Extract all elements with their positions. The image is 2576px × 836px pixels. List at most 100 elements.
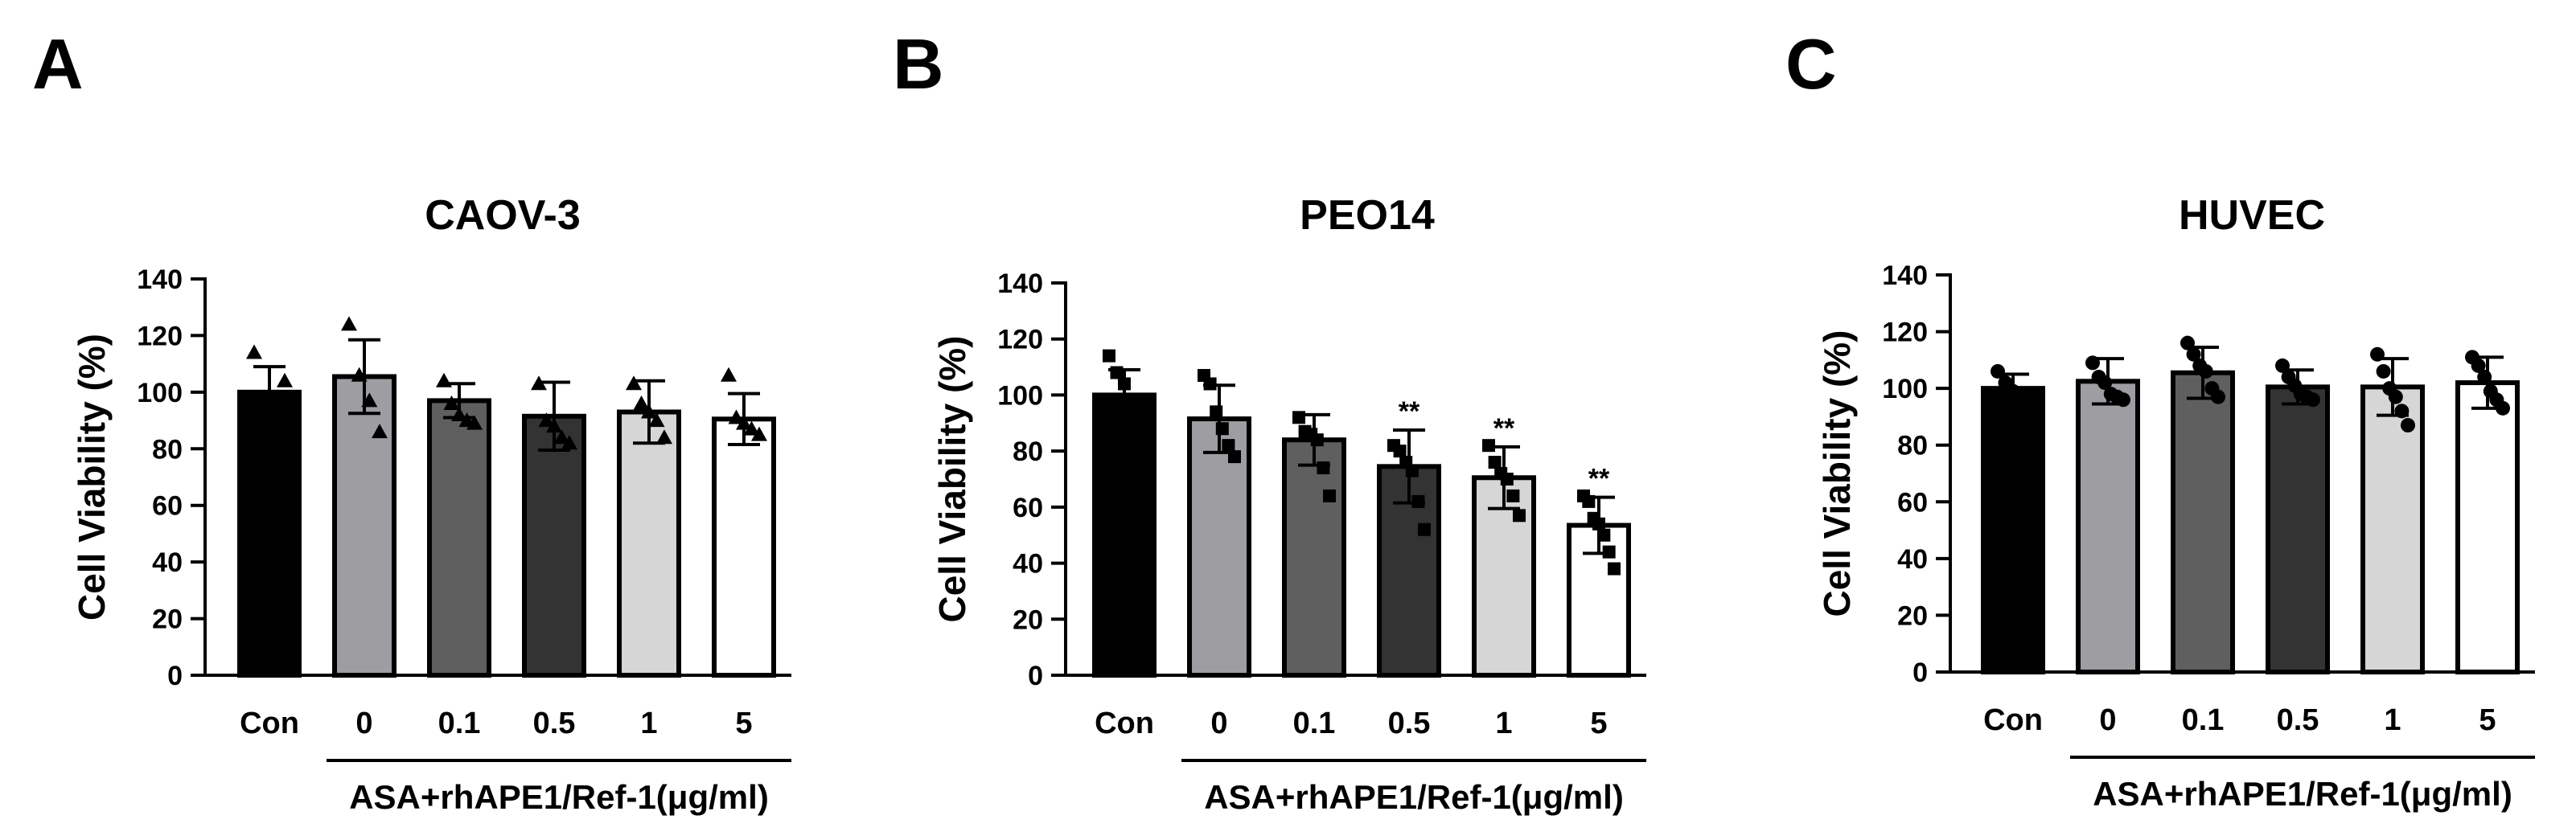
x-tick-label: 0.5	[2277, 703, 2319, 737]
y-axis-label: Cell Viability (%)	[1816, 330, 1858, 617]
y-tick-label: 60	[1897, 487, 1928, 518]
x-tick-label: 0	[1210, 707, 1227, 740]
y-tick-label: 100	[137, 378, 183, 408]
data-point	[721, 367, 737, 382]
data-point	[466, 415, 483, 430]
y-tick-label: 20	[1013, 604, 1043, 635]
data-point	[1210, 405, 1223, 419]
y-tick-label: 0	[167, 661, 183, 691]
data-point	[2116, 392, 2130, 408]
y-tick-label: 80	[1897, 431, 1928, 461]
x-tick-label: 5	[1590, 707, 1607, 740]
y-tick-label: 140	[1882, 260, 1928, 291]
data-point	[1411, 494, 1425, 508]
significance-marker: **	[1493, 413, 1515, 444]
panel-a: A CAOV-3 0 20 40 60 80 100 120 140 Cell Viability …	[32, 24, 791, 816]
data-point	[361, 392, 378, 408]
data-point	[2085, 355, 2100, 371]
data-point	[641, 404, 657, 419]
bar-0.1	[2171, 370, 2235, 674]
y-tick-label: 80	[1013, 436, 1043, 467]
data-point	[1482, 439, 1495, 453]
bar-1	[617, 409, 681, 678]
y-tick-label: 20	[152, 604, 183, 635]
data-point	[553, 429, 570, 445]
data-point	[2477, 370, 2492, 385]
data-point	[656, 429, 672, 445]
x-axis-label: ASA+rhAPE1/Ref-1(μg/ml)	[2093, 775, 2512, 813]
data-point	[2180, 335, 2195, 350]
panel-c: C HUVEC 0 20 40 60 80 100 120 140 Cell Viability (…	[1785, 24, 2535, 813]
x-tick-label: 1	[640, 707, 657, 740]
data-point	[2021, 392, 2036, 408]
significance-marker: **	[1399, 396, 1420, 427]
data-point	[561, 435, 577, 450]
panel-letter: B	[893, 24, 944, 104]
bar-5	[712, 416, 776, 678]
bar-0	[332, 374, 396, 678]
data-point	[1317, 461, 1330, 475]
data-point	[1118, 377, 1131, 391]
y-tick-label: 20	[1897, 600, 1928, 631]
y-tick-label: 40	[1897, 544, 1928, 575]
data-point	[1602, 545, 1616, 559]
data-point	[1592, 517, 1605, 531]
bar-0.1	[427, 398, 491, 678]
y-tick-label: 40	[1013, 549, 1043, 580]
data-point	[1228, 450, 1241, 464]
data-point	[341, 316, 357, 331]
y-axis-label: Cell Viability (%)	[931, 335, 973, 622]
x-tick-label: 0.1	[438, 707, 481, 740]
chart-title: CAOV-3	[425, 192, 581, 239]
y-tick-label: 120	[997, 325, 1043, 355]
data-point	[1405, 464, 1419, 477]
data-point	[736, 415, 752, 430]
y-tick-label: 0	[1912, 658, 1928, 688]
data-point	[436, 372, 452, 387]
y-tick-label: 120	[137, 321, 183, 351]
data-point	[546, 418, 562, 433]
data-point	[451, 407, 467, 422]
x-tick-label: Con	[1983, 703, 2043, 737]
data-point	[2306, 392, 2320, 408]
data-point	[1506, 489, 1520, 502]
data-point	[2186, 346, 2201, 362]
data-point	[2394, 404, 2410, 419]
data-point	[648, 412, 665, 428]
chart-title: PEO14	[1300, 192, 1435, 239]
x-tick-label: 1	[2384, 703, 2401, 737]
data-point	[633, 395, 650, 410]
bar-Con	[1092, 392, 1157, 678]
data-point	[751, 426, 767, 441]
x-tick-label: 0.1	[1293, 707, 1336, 740]
y-tick-label: 80	[152, 434, 183, 465]
bar-0.5	[522, 413, 586, 678]
x-tick-label: 0.1	[2182, 703, 2225, 737]
data-point	[1393, 445, 1407, 458]
data-point	[2211, 389, 2225, 404]
y-tick-label: 140	[137, 264, 183, 295]
chart-title: HUVEC	[2179, 192, 2325, 239]
panel-b: B PEO14 0 20 40 60 80 100 120 140 Cell Viability (…	[893, 24, 1646, 816]
data-point	[626, 375, 642, 391]
y-tick-label: 100	[997, 380, 1043, 411]
data-point	[1513, 509, 1526, 522]
data-point	[1203, 377, 1217, 391]
data-point	[2471, 358, 2486, 373]
bar-5	[2455, 380, 2520, 674]
y-tick-label: 0	[1028, 661, 1043, 691]
y-tick-label: 100	[1882, 374, 1928, 404]
data-point	[2275, 358, 2290, 373]
data-point	[2401, 418, 2415, 433]
data-point	[1103, 349, 1115, 363]
data-point	[1323, 489, 1336, 502]
data-point	[1500, 473, 1514, 486]
data-point	[1310, 433, 1324, 447]
data-point	[1608, 562, 1621, 576]
data-point	[1292, 411, 1305, 424]
data-point	[443, 395, 460, 410]
data-point	[1110, 366, 1124, 379]
data-point	[2496, 400, 2510, 416]
data-point	[372, 424, 388, 439]
